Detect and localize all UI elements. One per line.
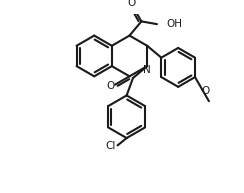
Text: O: O bbox=[106, 81, 115, 91]
Text: N: N bbox=[143, 65, 151, 75]
Text: O: O bbox=[128, 0, 136, 8]
Text: O: O bbox=[201, 86, 209, 96]
Text: Cl: Cl bbox=[105, 141, 115, 151]
Text: OH: OH bbox=[166, 19, 182, 29]
